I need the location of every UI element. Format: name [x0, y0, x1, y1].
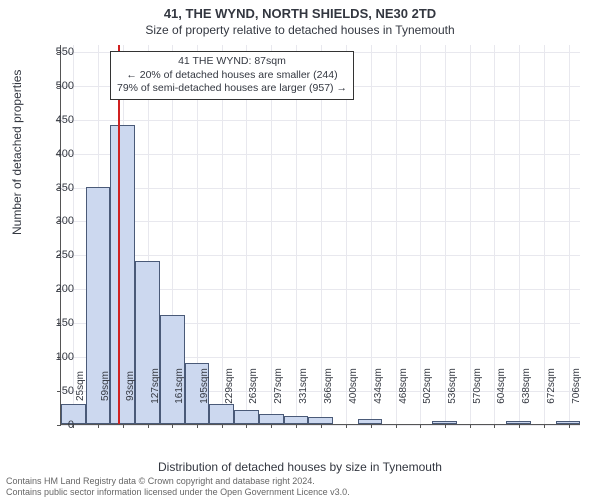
xtick-mark	[420, 424, 421, 428]
xtick-mark	[445, 424, 446, 428]
histogram-bar	[556, 421, 581, 424]
histogram-bar	[209, 404, 234, 424]
gridline-v	[569, 45, 570, 424]
ytick-label: 500	[56, 80, 74, 92]
annotation-line1: 41 THE WYND: 87sqm	[117, 55, 347, 69]
xtick-mark	[222, 424, 223, 428]
xtick-label: 570sqm	[472, 368, 483, 404]
xtick-mark	[98, 424, 99, 428]
ytick-label: 550	[56, 46, 74, 58]
xtick-label: 468sqm	[398, 368, 409, 404]
gridline-v	[346, 45, 347, 424]
gridline-v	[445, 45, 446, 424]
xtick-label: 366sqm	[323, 368, 334, 404]
gridline-v	[73, 45, 74, 424]
gridline-v	[396, 45, 397, 424]
xtick-label: 59sqm	[100, 371, 111, 401]
ytick-label: 350	[56, 182, 74, 194]
histogram-bar	[358, 419, 383, 424]
ytick-mark	[57, 425, 61, 426]
xtick-mark	[271, 424, 272, 428]
footer-line1: Contains HM Land Registry data © Crown c…	[6, 476, 350, 487]
xtick-mark	[123, 424, 124, 428]
annotation-line2: ← 20% of detached houses are smaller (24…	[117, 69, 347, 83]
ytick-mark	[57, 391, 61, 392]
xtick-label: 434sqm	[373, 368, 384, 404]
xtick-mark	[172, 424, 173, 428]
gridline-v	[222, 45, 223, 424]
ytick-label: 300	[56, 215, 74, 227]
xtick-mark	[519, 424, 520, 428]
y-axis-label: Number of detached properties	[10, 70, 24, 235]
ytick-label: 100	[56, 351, 74, 363]
xtick-mark	[321, 424, 322, 428]
xtick-mark	[371, 424, 372, 428]
xtick-label: 502sqm	[422, 368, 433, 404]
x-axis-label: Distribution of detached houses by size …	[0, 460, 600, 474]
histogram-bar	[284, 416, 309, 424]
xtick-mark	[396, 424, 397, 428]
histogram-bar	[259, 414, 284, 424]
ytick-label: 450	[56, 114, 74, 126]
xtick-label: 297sqm	[273, 368, 284, 404]
gridline-v	[544, 45, 545, 424]
xtick-label: 161sqm	[174, 368, 185, 404]
xtick-mark	[346, 424, 347, 428]
gridline-v	[494, 45, 495, 424]
property-marker-line	[118, 45, 120, 424]
histogram-bar	[234, 410, 259, 424]
xtick-mark	[246, 424, 247, 428]
annotation-line3: 79% of semi-detached houses are larger (…	[117, 82, 347, 96]
ytick-label: 400	[56, 148, 74, 160]
xtick-label: 331sqm	[298, 368, 309, 404]
xtick-mark	[296, 424, 297, 428]
gridline-v	[470, 45, 471, 424]
xtick-label: 127sqm	[150, 368, 161, 404]
xtick-label: 672sqm	[546, 368, 557, 404]
histogram-bar	[506, 421, 531, 424]
xtick-label: 229sqm	[224, 368, 235, 404]
gridline-v	[271, 45, 272, 424]
footer-line2: Contains public sector information licen…	[6, 487, 350, 498]
xtick-mark	[494, 424, 495, 428]
xtick-label: 93sqm	[125, 371, 136, 401]
xtick-label: 400sqm	[348, 368, 359, 404]
ytick-label: 200	[56, 283, 74, 295]
ytick-label: 250	[56, 249, 74, 261]
ytick-label: 150	[56, 317, 74, 329]
xtick-label: 638sqm	[521, 368, 532, 404]
xtick-mark	[544, 424, 545, 428]
histogram-bar	[308, 417, 333, 424]
annotation-box: 41 THE WYND: 87sqm ← 20% of detached hou…	[110, 51, 354, 100]
xtick-mark	[197, 424, 198, 428]
gridline-v	[246, 45, 247, 424]
chart-subtitle: Size of property relative to detached ho…	[0, 21, 600, 37]
gridline-v	[519, 45, 520, 424]
gridline-v	[420, 45, 421, 424]
gridline-v	[371, 45, 372, 424]
xtick-mark	[569, 424, 570, 428]
xtick-label: 536sqm	[447, 368, 458, 404]
xtick-mark	[470, 424, 471, 428]
ytick-label: 0	[68, 419, 74, 431]
xtick-label: 706sqm	[571, 368, 582, 404]
xtick-label: 195sqm	[199, 368, 210, 404]
histogram-bar	[432, 421, 457, 424]
chart-title: 41, THE WYND, NORTH SHIELDS, NE30 2TD	[0, 0, 600, 21]
gridline-v	[321, 45, 322, 424]
xtick-mark	[148, 424, 149, 428]
xtick-label: 25sqm	[75, 371, 86, 401]
gridline-v	[296, 45, 297, 424]
footer-attribution: Contains HM Land Registry data © Crown c…	[6, 476, 350, 498]
xtick-label: 263sqm	[248, 368, 259, 404]
xtick-label: 604sqm	[496, 368, 507, 404]
ytick-label: 50	[62, 385, 74, 397]
